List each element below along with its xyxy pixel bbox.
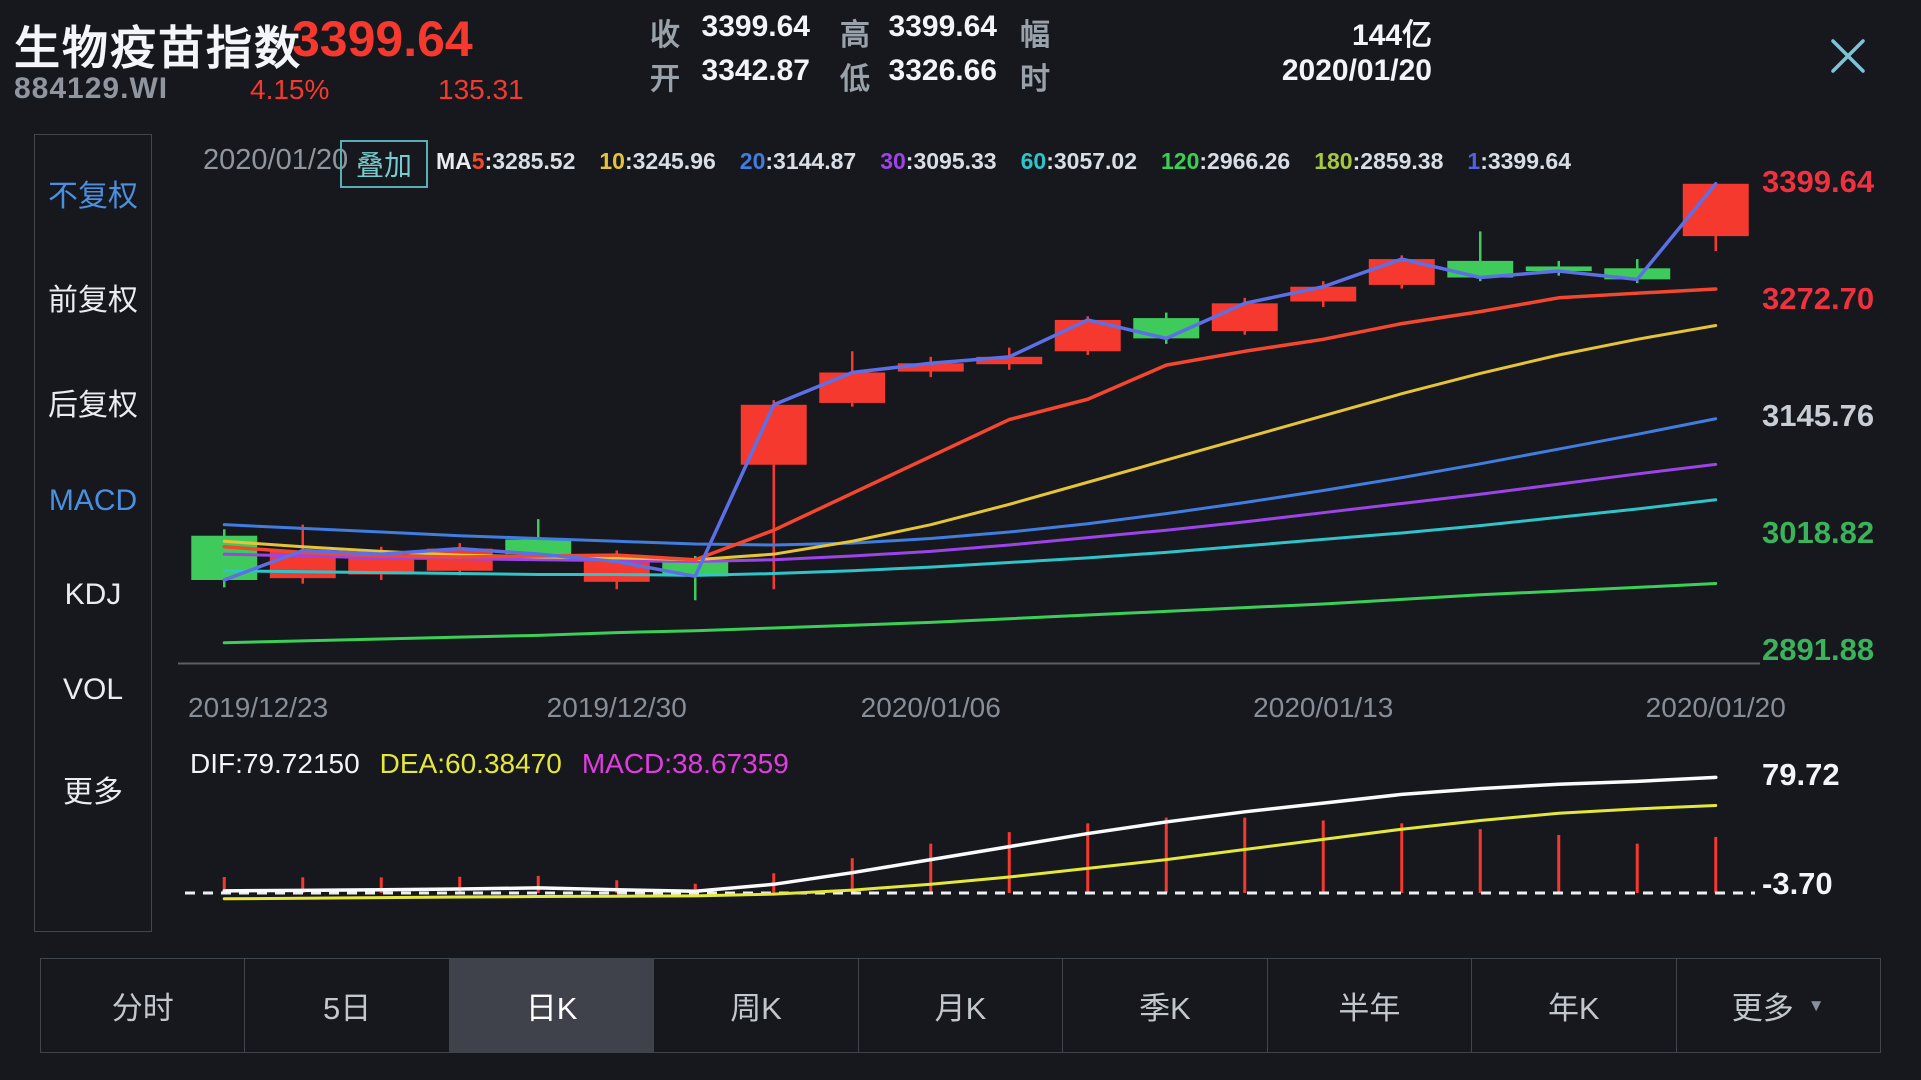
sidebar-item-后复权[interactable]: 后复权 [48, 388, 138, 422]
stat-label: 幅 [1020, 19, 1050, 52]
dropdown-caret-icon: ▼ [1807, 995, 1825, 1015]
macd-legend-item: MACD:38.67359 [581, 748, 789, 779]
macd-axis-min: -3.70 [1762, 866, 1833, 901]
ma-legend-item: 20:3144.87 [739, 148, 857, 174]
ma-legend: MA 5:3285.52 10:3245.96 20:3144.87 30:3095.3… [436, 148, 1571, 175]
ma-legend-item: 10:3245.96 [599, 148, 716, 174]
sidebar-item-MACD[interactable]: MACD [48, 483, 138, 517]
stat-label: 低 [840, 63, 870, 96]
ma-legend-item: 60:3057.02 [1020, 148, 1138, 174]
period-tabbar: 分时 5日 日K 周K 月K 季K 半年 年K 更多 ▼ [40, 958, 1881, 1053]
stat-value: 3342.87 [701, 54, 810, 87]
macd-legend: DIF:79.72150 DEA:60.38470 MACD:38.67359 [190, 748, 789, 780]
x-axis-date: 2020/01/06 [860, 692, 1001, 723]
tab-5日[interactable]: 5日 [244, 959, 448, 1052]
sidebar-item-更多[interactable]: 更多 [63, 775, 123, 809]
sidebar-item-不复权[interactable]: 不复权 [48, 180, 138, 213]
stat-label: 高 [840, 19, 870, 52]
close-icon [1831, 39, 1865, 73]
index-title: 生物疫苗指数 [14, 22, 302, 74]
ma-legend-item: 30:3095.33 [880, 148, 997, 174]
x-axis-date: 2020/01/20 [1645, 692, 1786, 723]
ma-legend-item: 1:3399.64 [1467, 148, 1571, 174]
index-code: 884129.WI [14, 72, 169, 105]
tab-分时[interactable]: 分时 [111, 991, 174, 1026]
sidebar: 不复权前复权后复权 MACD KDJ VOL 更多 [34, 134, 152, 932]
macd-legend-item: DEA:60.38470 [379, 748, 562, 779]
price-axis-label: 2891.88 [1762, 632, 1875, 668]
last-price: 3399.64 [292, 11, 473, 67]
overlay-button[interactable]: 叠加 [340, 140, 429, 188]
tab-季K[interactable]: 季K [1062, 959, 1266, 1052]
price-axis-label: 3018.82 [1762, 514, 1875, 550]
close-button[interactable] [1812, 20, 1884, 92]
ma-legend-item: 180:2859.38 [1314, 148, 1444, 174]
stat-label: 收 [650, 19, 680, 52]
stat-value: 3399.64 [888, 10, 997, 43]
ma-legend-item: MA 5:3285.52 [436, 148, 576, 174]
tab-月K[interactable]: 月K [857, 959, 1062, 1052]
price-axis-label: 3399.64 [1762, 163, 1875, 199]
price-axis-label: 3145.76 [1762, 397, 1875, 433]
tab-更多[interactable]: 更多 ▼ [1675, 959, 1880, 1052]
x-axis-date: 2019/12/30 [546, 692, 687, 723]
stat-value: 3399.64 [701, 10, 810, 43]
x-axis-date: 2020/01/13 [1253, 692, 1394, 723]
x-axis-date: 2019/12/23 [188, 692, 329, 723]
change-amount: 135.31 [438, 74, 524, 105]
stat-value: 2020/01/20 [1281, 54, 1432, 87]
sidebar-item-KDJ[interactable]: KDJ [64, 578, 122, 612]
macd-axis-max: 79.72 [1762, 757, 1840, 792]
tab-周K[interactable]: 周K [653, 959, 857, 1052]
stat-value: 3326.66 [888, 54, 997, 87]
tab-年K[interactable]: 年K [1471, 959, 1675, 1052]
sidebar-item-VOL[interactable]: VOL [62, 672, 124, 706]
stat-label: 时 [1020, 63, 1050, 96]
crosshair-date: 2020/01/20 [203, 144, 349, 176]
macd-legend-item: DIF:79.72150 [190, 748, 360, 779]
stat-value: 144亿 [1351, 19, 1432, 52]
change-percent: 4.15% [250, 74, 330, 105]
price-axis-label: 3272.70 [1762, 280, 1875, 316]
stat-label: 开 [650, 63, 680, 96]
sidebar-item-前复权[interactable]: 前复权 [48, 284, 138, 318]
tab-半年[interactable]: 半年 [1266, 959, 1471, 1052]
tab-日K[interactable]: 日K [448, 959, 654, 1052]
ma-legend-item: 120:2966.26 [1161, 148, 1291, 174]
